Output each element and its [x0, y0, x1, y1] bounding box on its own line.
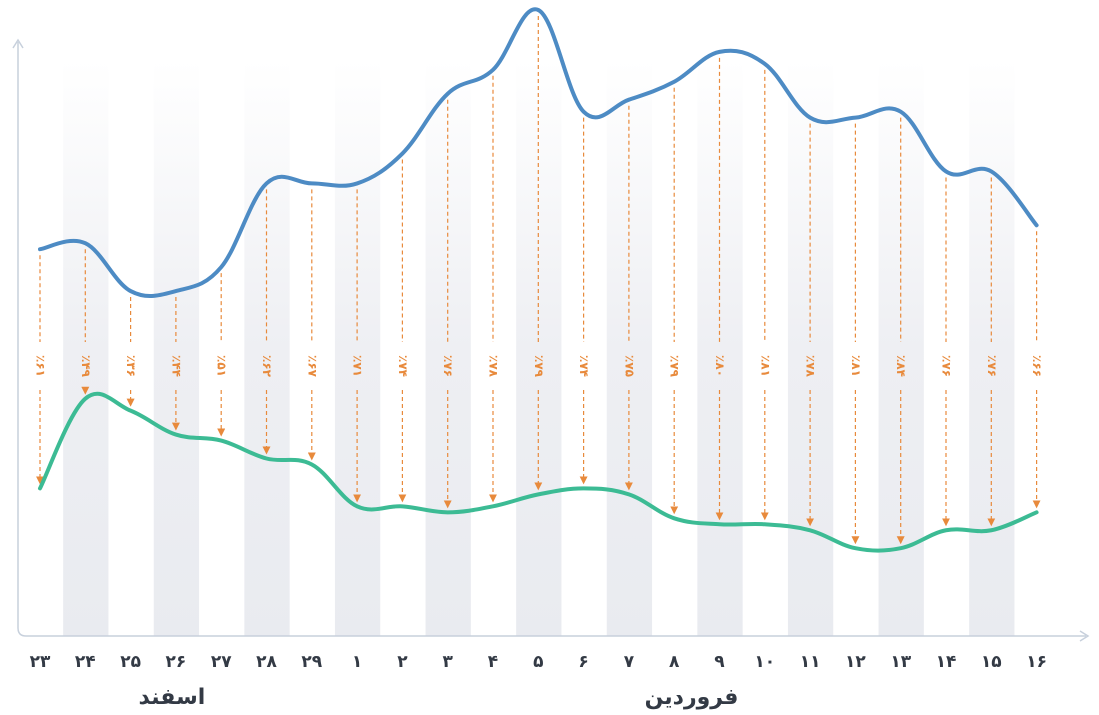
- drop-percent-label: ٪۷۶: [441, 355, 455, 377]
- x-tick-label: ۲۳: [30, 652, 51, 672]
- drop-percent-label: ٪۴۹: [79, 355, 93, 378]
- background-band: [697, 60, 743, 636]
- x-tick-label: ۴: [488, 652, 498, 672]
- drop-percent-label: ٪۷۶: [940, 355, 954, 377]
- series-line-bottom: [38, 391, 1039, 553]
- x-axis-arrow: [1079, 630, 1090, 642]
- x-tick-label: ۸: [669, 652, 680, 672]
- x-tick-label: ۱: [352, 652, 362, 672]
- x-tick-label: ۲۸: [256, 652, 277, 672]
- drop-percent-label: ٪۷۵: [622, 355, 636, 377]
- background-band: [244, 60, 290, 636]
- drop-percent-label: ٪۷۱: [351, 355, 365, 377]
- axis-corner: [17, 627, 27, 637]
- drop-percent-label: ٪۸۱: [849, 355, 863, 377]
- x-tick-label: ۱۰: [754, 652, 775, 672]
- drop-percent-label: ٪۵۱: [215, 355, 229, 377]
- background-band: [606, 60, 653, 636]
- background-band: [334, 60, 381, 636]
- series-lines: [38, 7, 1039, 553]
- background-band: [787, 60, 834, 636]
- x-tick-label: ۶: [578, 652, 588, 672]
- x-tick-label: ۱۴: [936, 652, 957, 672]
- background-band: [63, 60, 109, 636]
- background-band: [153, 60, 200, 636]
- x-tick-label: ۵: [533, 652, 543, 672]
- x-axis-ticks: ۲۳ ۲۴ ۲۵ ۲۶ ۲۷ ۲۸ ۲۹ ۱ ۲ ۳ ۴ ۵ ۶ ۷ ۸ ۹ ۱۰ ۱۱ ۱۲ ۱۳ ۱۴ ۱۵ ۱۶: [30, 652, 1047, 672]
- x-tick-label: ۱۲: [845, 652, 866, 672]
- drop-percent-label: ٪۸۰: [713, 355, 727, 377]
- x-tick-label: ۷: [624, 652, 635, 672]
- x-tick-label: ۲۶: [166, 652, 187, 672]
- drop-percent-label: ٪۳۶: [124, 355, 138, 377]
- drop-percent-label: ٪۷۸: [804, 355, 818, 378]
- background-band: [516, 60, 562, 636]
- background-band: [969, 60, 1015, 636]
- x-tick-label: ۲: [397, 652, 408, 672]
- x-tick-label: ۲۹: [301, 652, 322, 672]
- month-label: اسفند: [139, 685, 206, 710]
- drop-percent-label: ٪۶۲: [260, 355, 274, 378]
- x-tick-label: ۲۷: [211, 652, 232, 672]
- drop-percent-label: ٪۴۴: [169, 355, 183, 377]
- x-tick-label: ۱۳: [890, 652, 911, 672]
- x-tick-label: ۲۴: [75, 652, 96, 672]
- drop-percent-label: ٪۶۱: [34, 355, 48, 377]
- month-labels: اسفند فروردین: [139, 685, 739, 710]
- axes: [12, 38, 1090, 642]
- drop-percent-label: ٪۷۶: [985, 355, 999, 377]
- drop-percent-label: ٪۷۴: [577, 355, 591, 377]
- month-label: فروردین: [645, 685, 739, 710]
- drop-percent-label: ٪۷۹: [668, 355, 682, 378]
- drop-percent-label: ٪۷۸: [487, 355, 501, 378]
- x-tick-label: ۱۱: [800, 652, 821, 672]
- y-axis-arrow: [12, 38, 24, 49]
- drop-percent-label: ٪۸۱: [758, 355, 772, 377]
- drop-percent-label: ٪۸۴: [894, 355, 908, 377]
- drop-arrows: ٪۶۱ ٪۴۹ ٪۳۶ ٪۴۴ ٪۵۱ ٪۶۲ ٪۶۷ ٪۷۱ ٪۷۴ ٪۷۶ ٪۷۸ ٪۷۹ ٪۷۴ ٪…: [34, 16, 1044, 545]
- x-tick-label: ۹: [714, 652, 725, 672]
- x-tick-label: ۱۵: [981, 652, 1002, 672]
- drop-percent-label: ٪۷۴: [396, 355, 410, 377]
- drop-percent-label: ٪۷۹: [532, 355, 546, 378]
- drop-percent-label: ٪۶۷: [305, 355, 319, 378]
- drop-percent-label: ٪۶۶: [1030, 355, 1044, 377]
- x-tick-label: ۳: [443, 652, 454, 672]
- x-tick-label: ۲۵: [120, 652, 141, 672]
- series-line-top: [38, 7, 1039, 298]
- x-tick-label: ۱۶: [1026, 652, 1047, 672]
- background-band: [425, 60, 471, 636]
